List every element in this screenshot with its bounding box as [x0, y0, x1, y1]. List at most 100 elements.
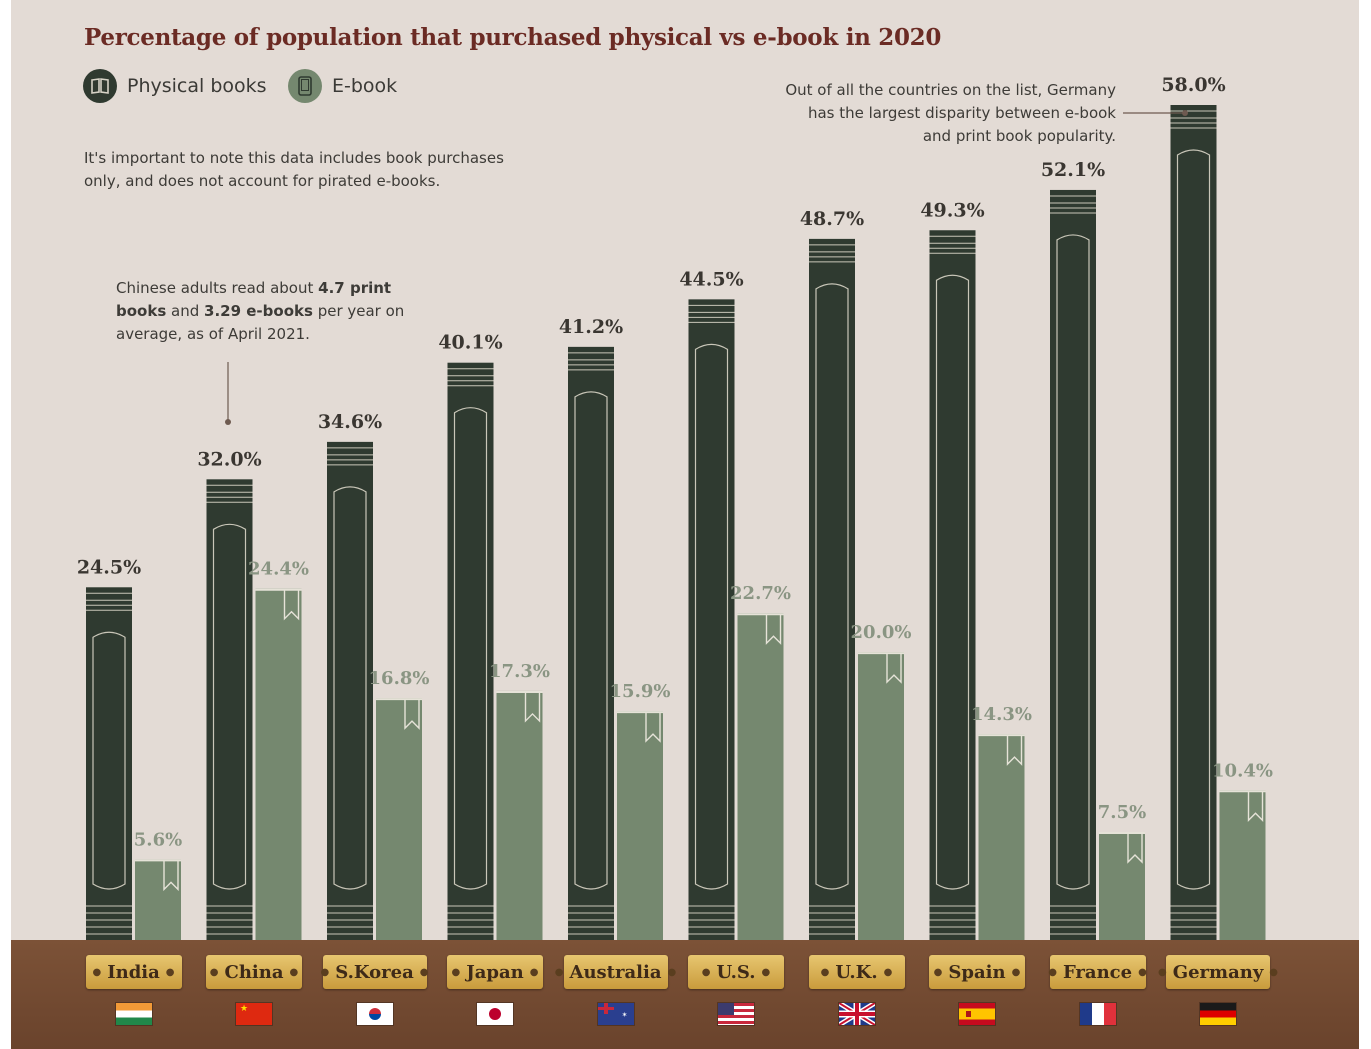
country-label-plate: ● U.K. ● — [808, 955, 905, 989]
country-label-plate: ● U.S. ● — [688, 955, 784, 989]
plate-rivet-icon: ● — [92, 966, 102, 978]
physical-bar — [1170, 105, 1217, 940]
physical-bar — [809, 238, 855, 940]
country-label: India — [107, 961, 160, 983]
legend-label-physical: Physical books — [127, 75, 267, 97]
plate-rivet-icon: ● — [1011, 966, 1021, 978]
spine-panel — [574, 391, 608, 890]
country-label-plate: ● Spain ● — [929, 955, 1025, 989]
spine-panel — [935, 274, 970, 890]
physical-bar — [1050, 189, 1096, 941]
china-annotation: Chinese adults read about 4.7 print book… — [116, 277, 404, 346]
country-label: Japan — [466, 961, 524, 983]
ebook-value-label: 7.5% — [1098, 802, 1146, 823]
country-label: U.K. — [835, 961, 878, 983]
ebook-bar — [858, 652, 904, 940]
chart-title: Percentage of population that purchased … — [84, 24, 942, 51]
ebook-bar — [737, 613, 784, 940]
ebook-bar — [978, 734, 1025, 940]
ebook-bar — [1099, 832, 1145, 940]
plate-rivet-icon: ● — [820, 966, 830, 978]
china-annotation-line: Chinese adults read about 4.7 print — [116, 279, 392, 297]
spine-panel — [1176, 149, 1211, 890]
bookmark-icon — [163, 860, 179, 892]
spine-panel — [815, 283, 849, 890]
legend-label-ebook: E-book — [332, 75, 398, 97]
physical-value-label: 40.1% — [438, 332, 502, 354]
physical-bar — [929, 230, 976, 940]
country-flag-icon — [838, 1003, 875, 1025]
germany-annotation-dot — [1182, 110, 1188, 116]
plate-rivet-icon: ● — [554, 966, 564, 978]
country-label: S.Korea — [335, 961, 414, 983]
spine-panel — [212, 523, 247, 890]
ebook-value-label: 14.3% — [971, 704, 1032, 725]
plate-rivet-icon: ● — [209, 966, 219, 978]
physical-value-label: 41.2% — [559, 316, 623, 338]
germany-annotation-line: and print book popularity. — [922, 127, 1116, 145]
bookmark-icon — [283, 589, 300, 621]
physical-bar — [327, 441, 373, 940]
country-label: Germany — [1172, 961, 1264, 983]
disclaimer-note: It's important to note this data include… — [84, 147, 504, 193]
bookmark-icon — [404, 699, 420, 730]
bookmark-icon — [1127, 833, 1143, 864]
bookmark-icon — [886, 653, 902, 684]
ebook-bar — [496, 690, 543, 940]
country-label-plate: ● Japan ● — [447, 955, 543, 989]
physical-value-label: 32.0% — [197, 448, 261, 470]
spine-panel — [333, 486, 367, 890]
plate-rivet-icon: ● — [761, 966, 771, 978]
physical-value-label: 24.5% — [77, 556, 141, 578]
country-flag-icon — [959, 1003, 995, 1025]
country-flag-icon — [356, 1003, 393, 1025]
ebook-value-label: 20.0% — [851, 622, 912, 643]
china-annotation-line: books and 3.29 e-books per year on — [116, 302, 405, 320]
disclaimer-line: It's important to note this data include… — [84, 149, 504, 167]
physical-value-label: 48.7% — [800, 208, 864, 230]
country-label: U.S. — [716, 961, 756, 983]
plate-rivet-icon: ● — [529, 966, 539, 978]
germany-annotation: Out of all the countries on the list, Ge… — [760, 79, 1116, 148]
ebook-bar — [135, 859, 181, 940]
plate-rivet-icon: ● — [289, 966, 299, 978]
physical-bar — [568, 346, 614, 940]
country-label-plate: ● Germany ● — [1158, 955, 1278, 989]
physical-value-label: 44.5% — [679, 268, 743, 290]
plate-rivet-icon: ● — [451, 966, 461, 978]
physical-value-label: 58.0% — [1161, 74, 1225, 96]
bookmark-icon — [645, 712, 661, 743]
physical-value-label: 52.1% — [1041, 159, 1105, 181]
country-flag-icon — [477, 1003, 513, 1025]
legend-item-ebook: E-book — [288, 68, 397, 104]
ebook-bar — [376, 698, 422, 940]
plate-rivet-icon: ● — [701, 966, 711, 978]
plate-rivet-icon: ● — [1269, 966, 1279, 978]
plate-rivet-icon: ● — [1048, 966, 1057, 978]
plate-rivet-icon: ● — [320, 966, 330, 978]
country-flag-icon: ★ — [236, 1003, 272, 1025]
plate-rivet-icon: ● — [165, 966, 175, 978]
country-label: Australia — [569, 961, 662, 983]
spine-panel — [694, 343, 729, 890]
ebook-value-label: 16.8% — [369, 668, 430, 689]
plate-rivet-icon: ● — [883, 966, 893, 978]
physical-value-label: 49.3% — [920, 199, 984, 221]
ebook-bar — [255, 588, 302, 940]
ebook-bar — [617, 711, 663, 940]
tablet-icon — [288, 69, 322, 103]
country-label-plate: ● India ● — [85, 955, 182, 989]
ebook-value-label: 10.4% — [1212, 760, 1273, 781]
bookmark-icon — [1006, 735, 1023, 766]
country-label-plate: ● China ● — [206, 955, 302, 989]
germany-annotation-line: Out of all the countries on the list, Ge… — [785, 81, 1116, 99]
physical-value-label: 34.6% — [318, 411, 382, 433]
plate-rivet-icon: ● — [933, 966, 943, 978]
plate-rivet-icon: ● — [1138, 966, 1147, 978]
plate-rivet-icon: ● — [667, 966, 677, 978]
ebook-value-label: 17.3% — [489, 661, 550, 682]
country-label-plate: ● France ● — [1048, 955, 1147, 989]
country-flag-icon — [1079, 1003, 1116, 1025]
physical-bar — [86, 587, 132, 940]
ebook-bar — [1219, 790, 1266, 940]
